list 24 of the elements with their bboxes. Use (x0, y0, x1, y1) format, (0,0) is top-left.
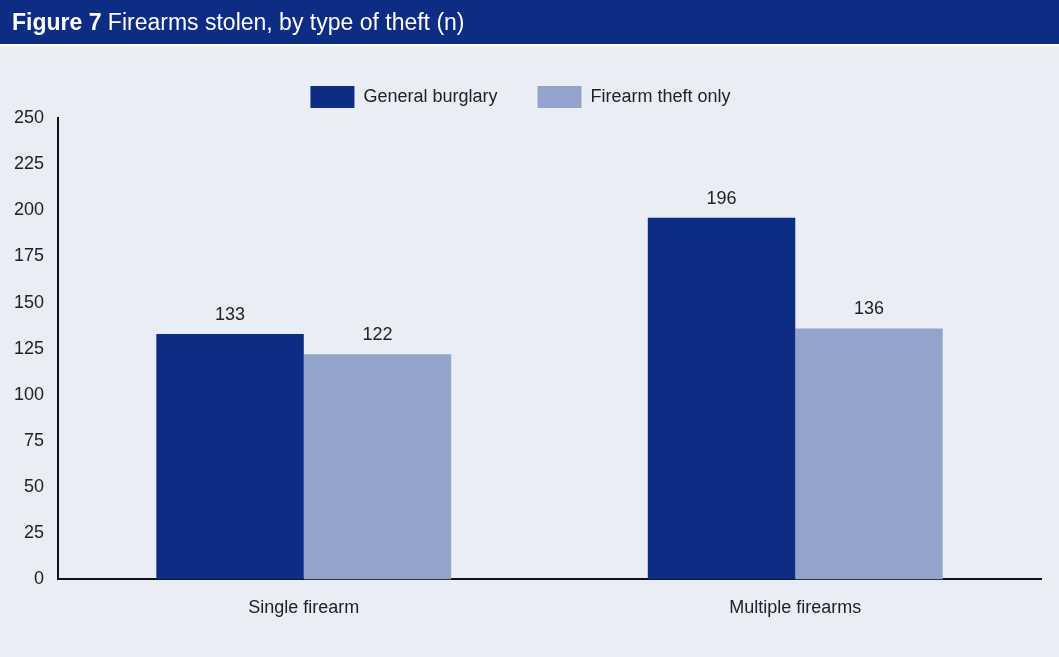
y-tick-label: 250 (13, 106, 45, 127)
data-label: 133 (215, 303, 246, 324)
y-tick-label: 50 (24, 476, 45, 497)
y-tick-label: 75 (24, 429, 45, 450)
y-tick-label: 25 (24, 522, 45, 543)
x-tick-label: Single firearm (248, 597, 360, 618)
y-tick-label: 125 (13, 337, 45, 358)
bar (303, 354, 452, 580)
data-label: 136 (853, 298, 884, 319)
legend-label: Firearm theft only (590, 85, 731, 106)
y-tick-label: 100 (13, 383, 45, 404)
y-tick-label: 225 (13, 153, 45, 174)
y-tick-label: 200 (13, 199, 45, 220)
y-tick-label: 175 (13, 245, 45, 266)
y-tick-label: 0 (34, 568, 45, 589)
chart-title: Figure 7 Firearms stolen, by type of theft (n) (0, 0, 1059, 46)
bar (795, 328, 943, 580)
bar (647, 217, 796, 580)
y-tick-label: 150 (13, 291, 45, 312)
data-label: 122 (362, 324, 393, 345)
legend-label: General burglary (363, 85, 498, 106)
data-label: 196 (706, 187, 737, 208)
bar (156, 333, 304, 580)
x-tick-label: Multiple firearms (729, 597, 862, 618)
